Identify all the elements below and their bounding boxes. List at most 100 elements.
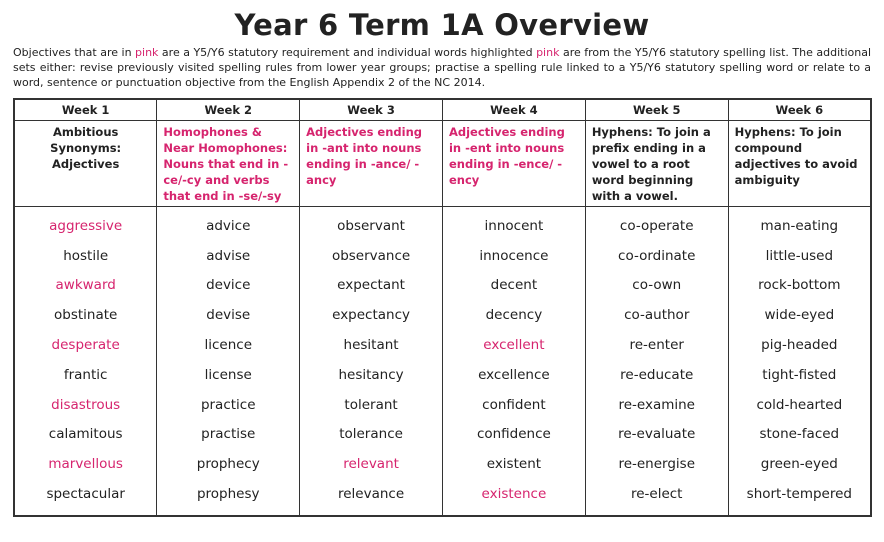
word-cell: innocent xyxy=(441,206,586,241)
intro-text: Objectives that are in xyxy=(13,46,136,59)
word-cell: re-educate xyxy=(584,359,729,390)
spelling-word: pig-headed xyxy=(761,337,838,354)
word-cell: frantic xyxy=(13,359,158,390)
spelling-word: prophecy xyxy=(196,456,260,473)
spelling-word: re-energise xyxy=(618,456,696,473)
word-cell: re-evaluate xyxy=(584,419,729,450)
spelling-word: practise xyxy=(201,426,256,443)
word-row: spectacular prophesy relevance existence re-… xyxy=(13,479,872,516)
spelling-word: co-author xyxy=(624,307,690,324)
spelling-word: license xyxy=(204,366,252,383)
spelling-word: stone-faced xyxy=(759,426,840,443)
spelling-word: green-eyed xyxy=(760,456,838,473)
word-cell: device xyxy=(156,270,301,301)
spelling-word: hesitant xyxy=(343,337,399,354)
word-cell: green-eyed xyxy=(727,449,872,480)
intro-text: pink xyxy=(135,46,159,59)
week-header: Week 4 xyxy=(441,99,586,121)
spelling-word: cold-hearted xyxy=(756,396,843,413)
spelling-word: wide-eyed xyxy=(764,307,835,324)
spelling-word: innocent xyxy=(484,217,544,234)
word-cell: co-own xyxy=(584,270,729,301)
word-cell: observant xyxy=(299,206,443,241)
word-cell: short-tempered xyxy=(727,479,872,516)
intro-text: are from the Y5/Y6 statutory spelling li… xyxy=(13,46,871,89)
spelling-word: decency xyxy=(485,307,543,324)
word-cell: marvellous xyxy=(13,449,158,480)
spelling-word: observant xyxy=(337,217,405,234)
word-cell: re-enter xyxy=(584,330,729,360)
intro-text: pink xyxy=(536,46,560,59)
spelling-word: excellence xyxy=(478,366,550,383)
topic: Hyphens: To join a prefix ending in a vo… xyxy=(584,120,729,207)
spelling-word: disastrous xyxy=(51,396,121,413)
word-row: disastrous practice tolerant confident re-ex… xyxy=(13,389,872,420)
spelling-word: relevant xyxy=(343,456,399,473)
spelling-word: obstinate xyxy=(53,307,118,324)
word-cell: wide-eyed xyxy=(727,300,872,331)
word-cell: excellence xyxy=(441,359,586,390)
word-cell: little-used xyxy=(727,240,872,271)
spelling-word: frantic xyxy=(63,366,108,383)
page: Year 6 Term 1A Overview Objectives that … xyxy=(0,8,884,542)
word-row: calamitous practise tolerance confidence re-… xyxy=(13,419,872,450)
title: Year 6 Term 1A Overview xyxy=(234,8,650,42)
word-cell: aggressive xyxy=(13,206,158,241)
spelling-word: man-eating xyxy=(760,217,839,234)
word-cell: confident xyxy=(441,389,586,420)
word-cell: tight-fisted xyxy=(727,359,872,390)
topic: Adjectives ending in -ant into nouns end… xyxy=(299,120,443,207)
word-cell: prophecy xyxy=(156,449,301,480)
word-cell: co-ordinate xyxy=(584,240,729,271)
word-row: obstinate devise expectancy decency co-autho… xyxy=(13,300,872,331)
spelling-word: aggressive xyxy=(49,217,123,234)
word-cell: disastrous xyxy=(13,389,158,420)
spelling-word: innocence xyxy=(479,247,549,264)
word-cell: re-energise xyxy=(584,449,729,480)
word-row: desperate licence hesitant excellent re-ente… xyxy=(13,330,872,360)
overview-table: Week 1 Week 2 Week 3 Week 4 Week 5 Week 6 Ambi… xyxy=(13,98,872,517)
word-cell: expectant xyxy=(299,270,443,301)
spelling-word: existent xyxy=(486,456,542,473)
word-cell: pig-headed xyxy=(727,330,872,360)
spelling-word: advise xyxy=(206,247,251,264)
intro: Objectives that are in pink are a Y5/Y6 … xyxy=(13,45,871,90)
week-header: Week 5 xyxy=(584,99,729,121)
word-cell: cold-hearted xyxy=(727,389,872,420)
word-cell: rock-bottom xyxy=(727,270,872,301)
spelling-word: re-educate xyxy=(620,366,694,383)
spelling-word: confident xyxy=(482,396,546,413)
word-cell: excellent xyxy=(441,330,586,360)
word-cell: calamitous xyxy=(13,419,158,450)
spelling-word: re-evaluate xyxy=(618,426,696,443)
spelling-word: desperate xyxy=(51,337,120,354)
spelling-word: existence xyxy=(481,486,547,503)
word-row: awkward device expectant decent co-own rock-b… xyxy=(13,270,872,301)
spelling-word: decent xyxy=(490,277,538,294)
word-cell: advise xyxy=(156,240,301,271)
spelling-word: marvellous xyxy=(48,456,123,473)
word-cell: hesitant xyxy=(299,330,443,360)
spelling-word: relevance xyxy=(337,486,405,503)
week-header: Week 6 xyxy=(727,99,872,121)
spelling-word: tight-fisted xyxy=(762,366,837,383)
spelling-word: co-operate xyxy=(619,217,694,234)
week-header: Week 1 xyxy=(13,99,158,121)
spelling-word: re-enter xyxy=(629,337,684,354)
spelling-word: excellent xyxy=(483,337,545,354)
spelling-word: short-tempered xyxy=(746,486,852,503)
word-cell: relevance xyxy=(299,479,443,516)
topic-row: Ambitious Synonyms: Adjectives Homophones… xyxy=(13,120,872,207)
word-cell: tolerance xyxy=(299,419,443,450)
word-cell: decent xyxy=(441,270,586,301)
word-cell: awkward xyxy=(13,270,158,301)
spelling-word: observance xyxy=(331,247,411,264)
topic: Ambitious Synonyms: Adjectives xyxy=(13,120,158,207)
word-cell: practise xyxy=(156,419,301,450)
intro-text: are a Y5/Y6 statutory requirement and in… xyxy=(158,46,537,59)
word-cell: hesitancy xyxy=(299,359,443,390)
word-cell: innocence xyxy=(441,240,586,271)
word-cell: man-eating xyxy=(727,206,872,241)
word-cell: desperate xyxy=(13,330,158,360)
spelling-word: spectacular xyxy=(46,486,125,503)
